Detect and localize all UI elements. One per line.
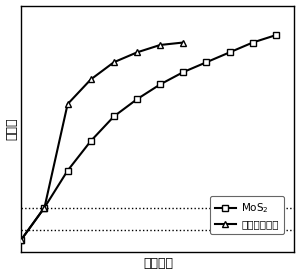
MoS$_2$ bbox=[43, 206, 46, 209]
MoS$_2$ bbox=[112, 115, 116, 118]
MoS$_2$ bbox=[89, 139, 93, 143]
Y-axis label: 摩耗量: 摩耗量 bbox=[6, 118, 19, 140]
MoS$_2$ bbox=[135, 97, 139, 101]
Line: MoS$_2$: MoS$_2$ bbox=[18, 32, 279, 243]
MoS$_2$ bbox=[182, 70, 185, 74]
MoS$_2$ bbox=[158, 83, 162, 86]
Line: グリースのみ: グリースのみ bbox=[18, 39, 187, 243]
グリースのみ bbox=[43, 206, 46, 209]
X-axis label: 使用時間: 使用時間 bbox=[143, 258, 173, 270]
グリースのみ bbox=[89, 78, 93, 81]
MoS$_2$ bbox=[274, 33, 278, 37]
グリースのみ bbox=[66, 102, 69, 106]
グリースのみ bbox=[20, 238, 23, 241]
MoS$_2$ bbox=[251, 41, 255, 44]
グリースのみ bbox=[112, 60, 116, 64]
グリースのみ bbox=[135, 51, 139, 54]
MoS$_2$ bbox=[20, 238, 23, 241]
グリースのみ bbox=[158, 43, 162, 47]
MoS$_2$ bbox=[205, 60, 208, 64]
グリースのみ bbox=[182, 41, 185, 44]
MoS$_2$ bbox=[228, 51, 231, 54]
Legend: MoS$_2$, グリースのみ: MoS$_2$, グリースのみ bbox=[210, 196, 284, 234]
MoS$_2$ bbox=[66, 169, 69, 172]
